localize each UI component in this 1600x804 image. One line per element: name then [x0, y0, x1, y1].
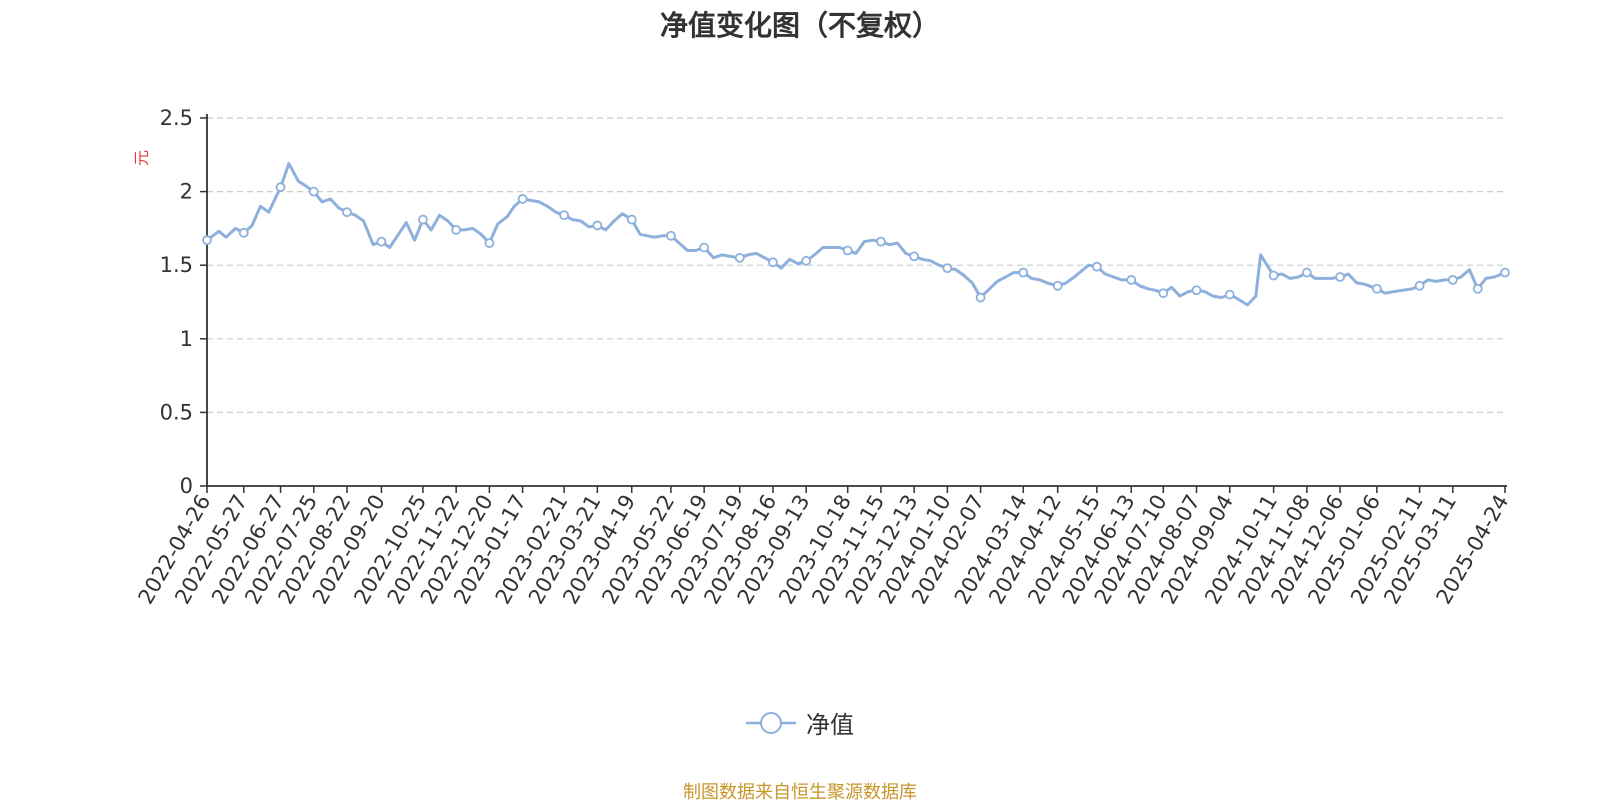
- data-point-marker: [942, 263, 953, 274]
- data-point-marker: [1447, 275, 1458, 285]
- data-point-marker: [768, 257, 778, 268]
- y-tick-label: 1: [180, 327, 193, 351]
- axes: 00.511.522.52022-04-262022-05-272022-06-…: [134, 106, 1514, 608]
- data-point-marker: [418, 214, 428, 225]
- data-point-marker: [1268, 270, 1279, 281]
- gridlines: [207, 117, 1507, 413]
- data-point-marker: [626, 214, 637, 225]
- line-chart: 00.511.522.52022-04-262022-05-272022-06-…: [132, 106, 1514, 608]
- y-tick-label: 2: [180, 180, 193, 204]
- data-point-marker: [1335, 272, 1345, 282]
- data-point-marker: [451, 224, 462, 235]
- legend-label: 净值: [806, 711, 854, 739]
- data-point-marker: [308, 186, 319, 197]
- legend-line-marker-icon: [746, 711, 796, 734]
- data-point-marker: [1500, 267, 1510, 278]
- data-point-marker: [1301, 267, 1312, 278]
- y-axis-unit-label: 元: [132, 150, 151, 166]
- data-point-marker: [342, 207, 352, 218]
- data-point-marker: [592, 220, 603, 231]
- data-point-marker: [517, 194, 528, 204]
- data-point-marker: [1472, 283, 1483, 294]
- data-point-marker: [376, 236, 387, 247]
- data-point-marker: [1224, 289, 1235, 300]
- legend[interactable]: 净值: [0, 705, 1600, 741]
- data-point-marker: [484, 238, 495, 249]
- y-tick-label: 1.5: [160, 253, 193, 277]
- data-point-marker: [666, 230, 676, 241]
- series-line-jingzhi: [205, 162, 1507, 307]
- y-tick-label: 0: [180, 474, 193, 498]
- data-point-marker: [202, 235, 212, 246]
- data-point-marker: [1091, 261, 1102, 272]
- data-point-marker: [975, 292, 986, 303]
- data-point-marker: [734, 252, 745, 263]
- data-point-marker: [559, 210, 570, 221]
- data-point-marker: [1158, 288, 1169, 299]
- data-point-marker: [801, 255, 812, 266]
- y-tick-label: 0.5: [160, 400, 193, 424]
- data-point-marker: [1018, 267, 1029, 278]
- data-point-marker: [699, 242, 710, 253]
- data-point-marker: [1126, 275, 1137, 285]
- data-point-marker: [275, 182, 286, 193]
- data-point-marker: [1191, 285, 1202, 296]
- data-point-marker: [876, 236, 886, 247]
- data-point-marker: [842, 245, 853, 256]
- data-point-marker: [1052, 280, 1063, 291]
- data-point-marker: [909, 251, 920, 262]
- chart-title: 净值变化图（不复权）: [659, 9, 940, 42]
- data-point-marker: [1414, 280, 1425, 291]
- source-note: 制图数据来自恒生聚源数据库: [683, 782, 917, 803]
- data-point-marker: [1371, 283, 1382, 294]
- y-tick-label: 2.5: [160, 106, 193, 130]
- data-point-marker: [238, 227, 249, 238]
- series-layer: [202, 162, 1510, 307]
